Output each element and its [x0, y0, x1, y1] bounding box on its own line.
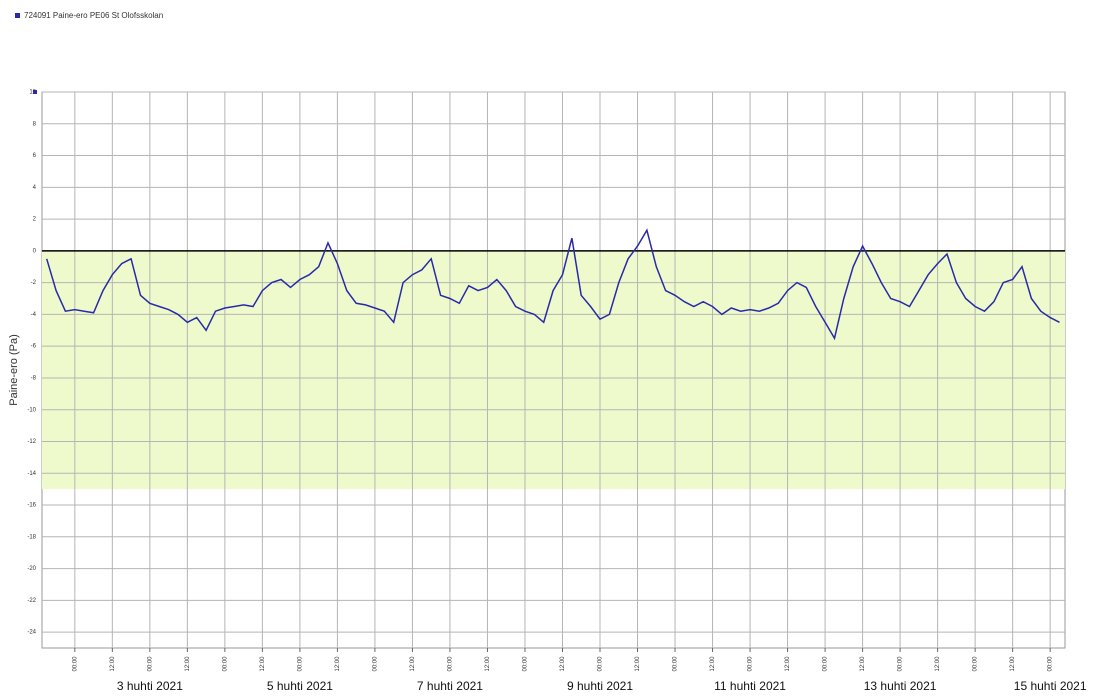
series-line — [45, 228, 1060, 341]
y-tick-label: -16 — [27, 503, 36, 509]
x-tick-label: 00:00 — [222, 656, 228, 672]
x-tick-label: 12:00 — [785, 656, 791, 672]
x-tick-label: 12:00 — [260, 656, 266, 672]
x-tick-label: 12:00 — [410, 656, 416, 672]
date-label: 7 huhti 2021 — [417, 679, 483, 693]
x-tick-label: 00:00 — [72, 656, 78, 672]
x-tick-label: 00:00 — [973, 656, 979, 672]
x-tick-label: 00:00 — [523, 656, 529, 672]
y-axis-label: Paine-ero (Pa) — [8, 334, 20, 406]
x-tick-label: 12:00 — [110, 656, 116, 672]
x-tick-label: 00:00 — [147, 656, 153, 672]
y-tick-label: -22 — [27, 598, 36, 604]
x-tick-label: 00:00 — [748, 656, 754, 672]
legend-y-marker — [33, 90, 37, 94]
x-tick-label: 12:00 — [635, 656, 641, 672]
y-tick-label: 0 — [33, 248, 37, 254]
x-tick-label: 00:00 — [448, 656, 454, 672]
date-label: 13 huhti 2021 — [864, 679, 937, 693]
date-label: 5 huhti 2021 — [267, 679, 333, 693]
y-tick-label: 10 — [29, 90, 36, 96]
date-label: 9 huhti 2021 — [567, 679, 633, 693]
y-tick-label: -14 — [27, 471, 36, 477]
x-tick-label: 00:00 — [898, 656, 904, 672]
x-tick-label: 00:00 — [373, 656, 379, 672]
x-tick-label: 12:00 — [935, 656, 941, 672]
y-tick-label: -8 — [31, 376, 37, 382]
x-tick-label: 12:00 — [710, 656, 716, 672]
y-tick-label: -2 — [31, 280, 37, 286]
y-tick-label: 8 — [33, 121, 37, 127]
y-tick-label: -20 — [27, 566, 36, 572]
x-tick-label: 00:00 — [598, 656, 604, 672]
date-label: 3 huhti 2021 — [117, 679, 183, 693]
legend-label: 724091 Paine-ero PE06 St Olofsskolan — [24, 11, 163, 20]
y-tick-label: 6 — [33, 153, 37, 159]
x-tick-label: 12:00 — [485, 656, 491, 672]
x-tick-label: 12:00 — [1010, 656, 1016, 672]
legend-swatch — [15, 13, 20, 18]
x-tick-label: 00:00 — [673, 656, 679, 672]
y-tick-label: -18 — [27, 534, 36, 540]
date-label: 11 huhti 2021 — [714, 679, 786, 693]
x-tick-label: 00:00 — [1048, 656, 1054, 672]
x-tick-label: 12:00 — [560, 656, 566, 672]
y-tick-label: 2 — [33, 217, 37, 223]
date-label: 15 huhti 2021 — [1014, 679, 1087, 693]
x-tick-label: 12:00 — [335, 656, 341, 672]
x-tick-label: 12:00 — [860, 656, 866, 672]
y-tick-label: -12 — [27, 439, 36, 445]
x-tick-label: 12:00 — [185, 656, 191, 672]
y-tick-label: 4 — [33, 185, 37, 191]
y-tick-label: -6 — [31, 344, 37, 350]
y-tick-label: -10 — [27, 407, 36, 413]
x-tick-label: 00:00 — [823, 656, 829, 672]
x-tick-label: 00:00 — [297, 656, 303, 672]
band — [42, 250, 1065, 490]
y-tick-label: -4 — [31, 312, 37, 318]
y-tick-label: -24 — [27, 630, 36, 636]
